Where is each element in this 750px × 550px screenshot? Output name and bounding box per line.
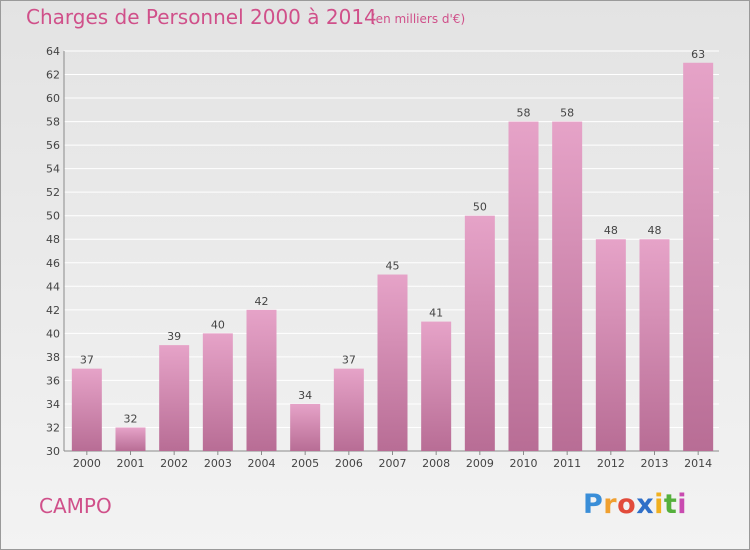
bar-2006 <box>333 368 364 451</box>
data-label: 58 <box>560 107 574 120</box>
data-label: 48 <box>604 224 618 237</box>
x-tick-label: 2011 <box>553 457 581 470</box>
bar-2002 <box>159 345 190 451</box>
x-tick-label: 2009 <box>466 457 494 470</box>
y-tick-label: 38 <box>46 351 60 364</box>
y-tick-label: 44 <box>46 280 60 293</box>
data-label: 37 <box>80 354 94 367</box>
bar-2007 <box>377 274 408 451</box>
proxiti-logo[interactable]: Proxiti <box>583 489 687 520</box>
y-tick-label: 32 <box>46 421 60 434</box>
bar-2005 <box>290 403 321 451</box>
logo-letter: r <box>603 489 618 520</box>
bar-2013 <box>639 239 670 451</box>
y-tick-label: 64 <box>46 45 60 58</box>
logo-letter: o <box>617 489 637 520</box>
y-tick-label: 62 <box>46 69 60 82</box>
bar-2000 <box>71 368 102 451</box>
chart-subtitle: (en milliers d'€) <box>371 12 466 26</box>
bar-2014 <box>683 62 714 451</box>
y-tick-label: 36 <box>46 374 60 387</box>
logo-letter: i <box>654 489 664 520</box>
y-tick-label: 58 <box>46 116 60 129</box>
y-tick-label: 60 <box>46 92 60 105</box>
data-label: 40 <box>211 318 225 331</box>
data-label: 34 <box>298 389 312 402</box>
y-tick-label: 30 <box>46 445 60 458</box>
x-tick-label: 2008 <box>422 457 450 470</box>
data-label: 45 <box>386 260 400 273</box>
logo-letter: x <box>636 489 655 520</box>
data-label: 37 <box>342 354 356 367</box>
data-label: 41 <box>429 307 443 320</box>
bar-2010 <box>508 121 539 452</box>
y-tick-label: 52 <box>46 186 60 199</box>
x-tick-label: 2012 <box>597 457 625 470</box>
y-tick-label: 46 <box>46 257 60 270</box>
x-tick-label: 2007 <box>379 457 407 470</box>
data-label: 58 <box>517 107 531 120</box>
y-tick-label: 34 <box>46 398 60 411</box>
x-tick-label: 2014 <box>684 457 712 470</box>
logo-letter: P <box>583 489 604 520</box>
y-tick-label: 50 <box>46 210 60 223</box>
data-label: 39 <box>167 330 181 343</box>
y-tick-label: 40 <box>46 327 60 340</box>
x-tick-label: 2001 <box>117 457 145 470</box>
y-tick-label: 48 <box>46 233 60 246</box>
bar-2008 <box>421 321 452 451</box>
chart-title: Charges de Personnel 2000 à 2014 <box>26 5 377 29</box>
bar-2003 <box>202 333 233 451</box>
bar-2004 <box>246 309 277 451</box>
x-tick-label: 2010 <box>510 457 538 470</box>
data-label: 32 <box>124 412 138 425</box>
commune-name: CAMPO <box>39 494 112 518</box>
x-tick-label: 2002 <box>160 457 188 470</box>
x-tick-label: 2003 <box>204 457 232 470</box>
x-tick-label: 2006 <box>335 457 363 470</box>
y-tick-label: 56 <box>46 139 60 152</box>
bar-2012 <box>595 239 626 451</box>
x-tick-label: 2005 <box>291 457 319 470</box>
bar-2001 <box>115 427 146 451</box>
logo-letter: t <box>663 489 678 520</box>
y-tick-label: 42 <box>46 304 60 317</box>
y-tick-label: 54 <box>46 163 60 176</box>
logo-letter: i <box>677 489 688 520</box>
x-tick-label: 2013 <box>641 457 669 470</box>
data-label: 48 <box>648 224 662 237</box>
data-label: 42 <box>255 295 269 308</box>
bar-2011 <box>552 121 583 452</box>
data-label: 50 <box>473 201 487 214</box>
bar-2009 <box>464 215 495 451</box>
x-tick-label: 2000 <box>73 457 101 470</box>
data-label: 63 <box>691 48 705 61</box>
x-tick-label: 2004 <box>248 457 276 470</box>
